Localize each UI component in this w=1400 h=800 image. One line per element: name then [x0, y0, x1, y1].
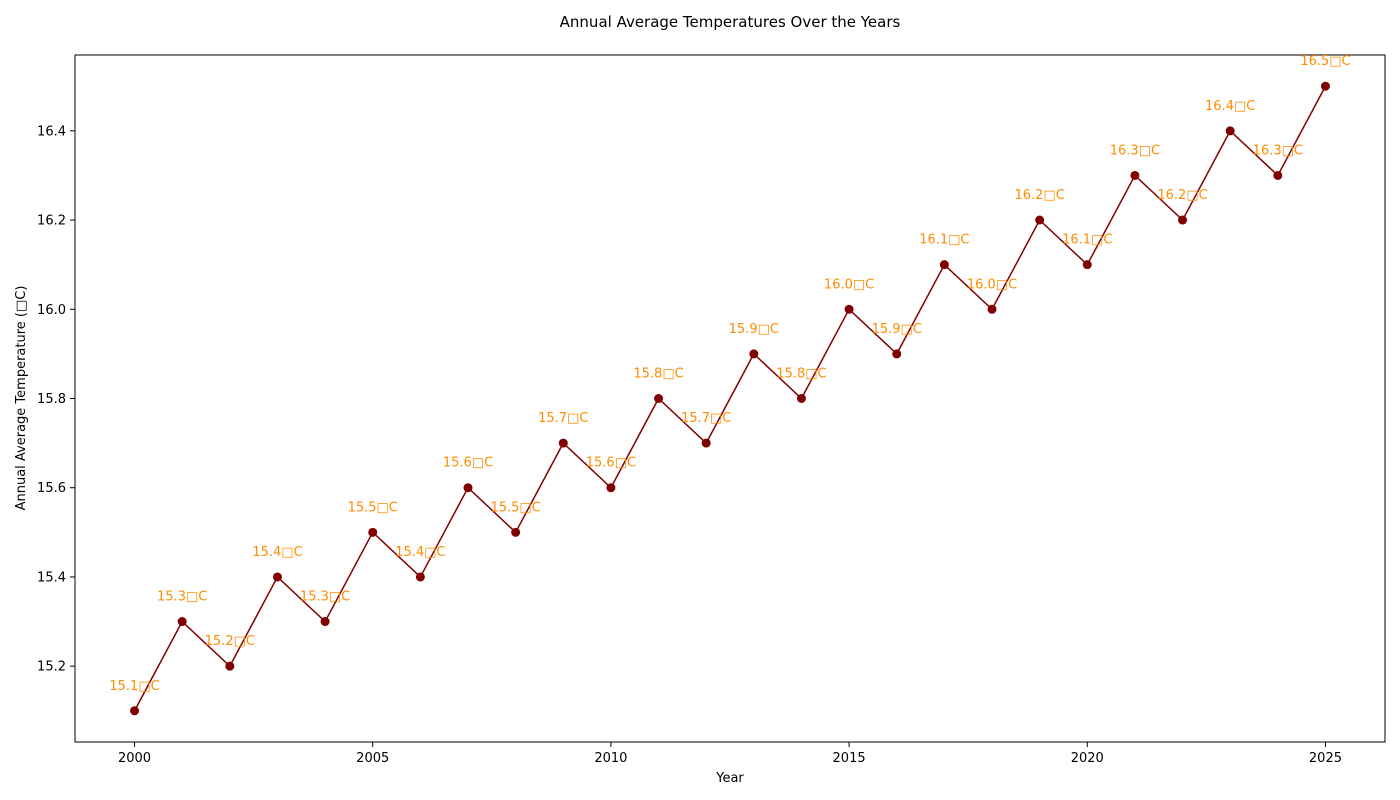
data-point — [606, 483, 616, 493]
data-label: 15.5□C — [490, 500, 540, 515]
data-label: 15.9□C — [729, 322, 779, 337]
data-label: 15.7□C — [538, 411, 588, 426]
data-label: 15.7□C — [681, 411, 731, 426]
y-tick-label: 15.2 — [37, 660, 66, 675]
data-point — [415, 572, 425, 582]
y-tick-label: 16.2 — [37, 214, 66, 229]
data-label: 15.8□C — [633, 367, 683, 382]
data-label: 16.0□C — [824, 277, 874, 292]
y-tick-label: 15.8 — [37, 392, 66, 407]
chart-title: Annual Average Temperatures Over the Yea… — [560, 13, 901, 31]
x-tick-label: 2020 — [1071, 751, 1104, 766]
x-tick-label: 2005 — [356, 751, 389, 766]
data-label: 15.1□C — [109, 679, 159, 694]
data-label: 15.3□C — [300, 590, 350, 605]
data-label: 15.4□C — [395, 545, 445, 560]
data-label: 16.3□C — [1110, 143, 1160, 158]
data-point — [272, 572, 282, 582]
y-tick-label: 16.0 — [37, 303, 66, 318]
data-label: 15.5□C — [348, 500, 398, 515]
data-label: 15.2□C — [205, 634, 255, 649]
series-line — [133, 85, 1327, 712]
data-label: 15.6□C — [443, 456, 493, 471]
data-point — [1130, 170, 1140, 180]
data-label: 16.2□C — [1014, 188, 1064, 203]
data-point — [320, 617, 330, 627]
plot-area: 2000 2005 2010 2015 2020 2025 15.2 15.4 15.6 15.8… — [37, 54, 1386, 766]
data-label: 15.4□C — [252, 545, 302, 560]
data-point — [1035, 215, 1045, 225]
data-label: 15.8□C — [776, 367, 826, 382]
data-label: 16.2□C — [1157, 188, 1207, 203]
y-tick-label: 16.4 — [37, 124, 66, 139]
data-point — [939, 260, 949, 270]
x-axis-label: Year — [715, 771, 744, 786]
y-tick-label: 15.6 — [37, 481, 66, 496]
data-point — [177, 617, 187, 627]
data-label: 16.1□C — [919, 233, 969, 248]
data-point — [368, 527, 378, 537]
data-label: 15.9□C — [872, 322, 922, 337]
data-point — [130, 706, 140, 716]
data-label: 16.5□C — [1300, 54, 1350, 69]
data-point — [1082, 260, 1092, 270]
data-point — [1320, 81, 1330, 91]
data-point — [654, 394, 664, 403]
data-label: 16.1□C — [1062, 233, 1112, 248]
data-point — [892, 349, 902, 359]
data-point — [1178, 215, 1188, 225]
x-tick-label: 2010 — [594, 751, 627, 766]
data-label: 15.6□C — [586, 456, 636, 471]
data-point — [1273, 170, 1283, 180]
data-point — [225, 661, 235, 671]
data-label: 16.0□C — [967, 277, 1017, 292]
data-label: 16.3□C — [1253, 143, 1303, 158]
data-point — [844, 304, 854, 314]
data-point — [558, 438, 568, 448]
data-point — [511, 527, 521, 537]
data-point — [1225, 126, 1235, 136]
data-label: 15.3□C — [157, 590, 207, 605]
data-point — [796, 394, 806, 403]
y-axis-label: Annual Average Temperature (□C) — [14, 286, 29, 511]
data-point — [463, 483, 473, 493]
data-point — [987, 304, 997, 314]
y-tick-label: 15.4 — [37, 570, 66, 585]
x-tick-label: 2000 — [118, 751, 151, 766]
data-label: 16.4□C — [1205, 99, 1255, 114]
x-tick-label: 2025 — [1309, 751, 1342, 766]
data-point — [749, 349, 759, 359]
x-tick-label: 2015 — [833, 751, 866, 766]
data-point — [701, 438, 711, 448]
